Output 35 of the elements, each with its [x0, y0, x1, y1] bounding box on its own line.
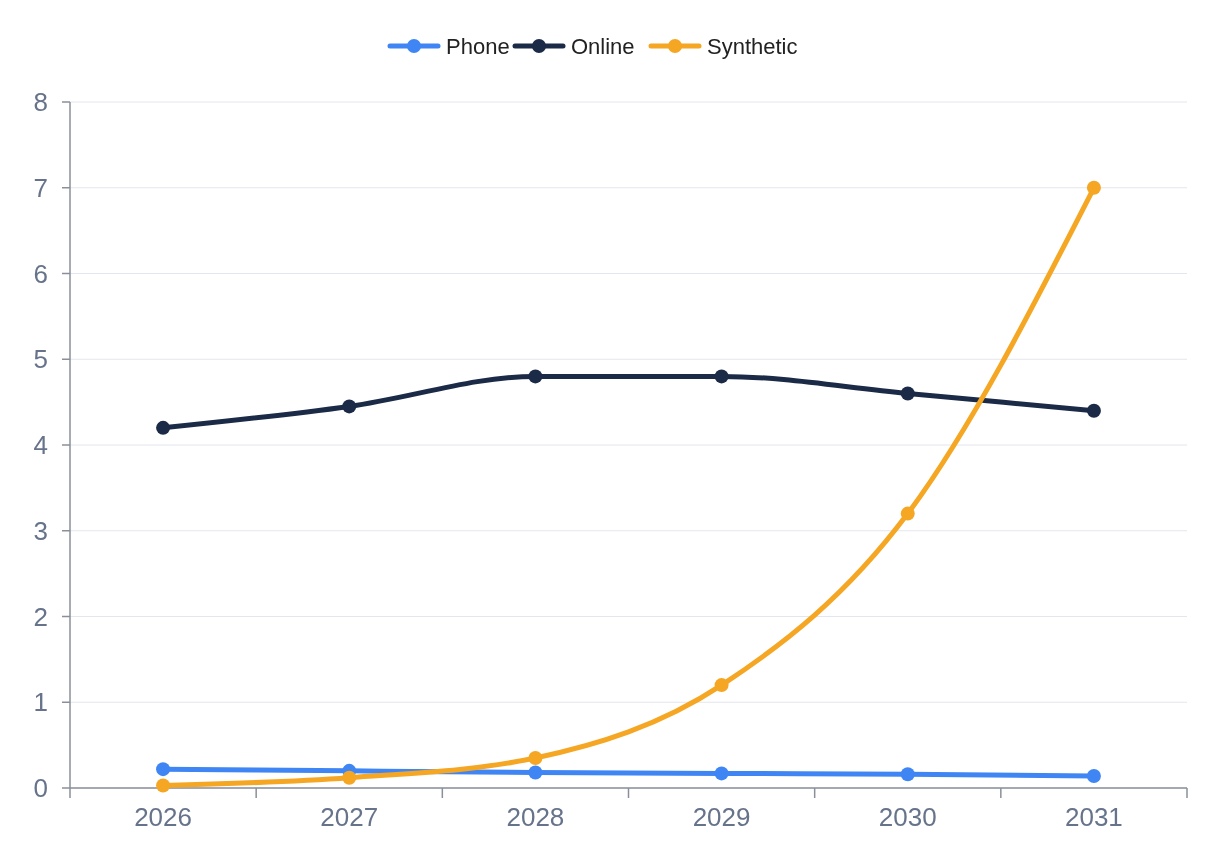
point [900, 506, 915, 521]
x-tick-label: 2027 [320, 802, 379, 832]
y-tick-label: 5 [33, 344, 48, 375]
point [156, 778, 171, 793]
legend-label: Synthetic [707, 33, 798, 59]
legend-label: Online [571, 33, 635, 59]
point [342, 770, 357, 785]
point [156, 420, 171, 435]
point [1086, 769, 1101, 783]
point [900, 386, 915, 401]
point [714, 678, 729, 693]
y-tick-label: 8 [33, 87, 48, 117]
y-tick-label: 7 [33, 172, 48, 203]
point [342, 399, 357, 414]
y-tick-label: 2 [33, 601, 48, 632]
legend-label: Phone [446, 33, 510, 59]
x-tick-label: 2028 [506, 802, 565, 832]
point [528, 369, 543, 384]
y-tick-label: 1 [33, 687, 48, 718]
point [900, 767, 915, 782]
point [528, 750, 543, 765]
y-tick-label: 3 [33, 515, 48, 546]
x-tick-label: 2031 [1064, 802, 1123, 832]
point [714, 369, 729, 384]
y-tick-label: 0 [33, 773, 48, 803]
x-tick-label: 2026 [134, 802, 193, 832]
point [528, 765, 543, 780]
x-tick-label: 2029 [692, 802, 751, 832]
x-tick-label: 2030 [878, 802, 937, 832]
y-tick-label: 6 [33, 258, 48, 289]
point [156, 762, 171, 777]
point [714, 766, 729, 781]
point [1086, 180, 1101, 195]
y-tick-label: 4 [33, 430, 48, 460]
point [1086, 403, 1101, 418]
